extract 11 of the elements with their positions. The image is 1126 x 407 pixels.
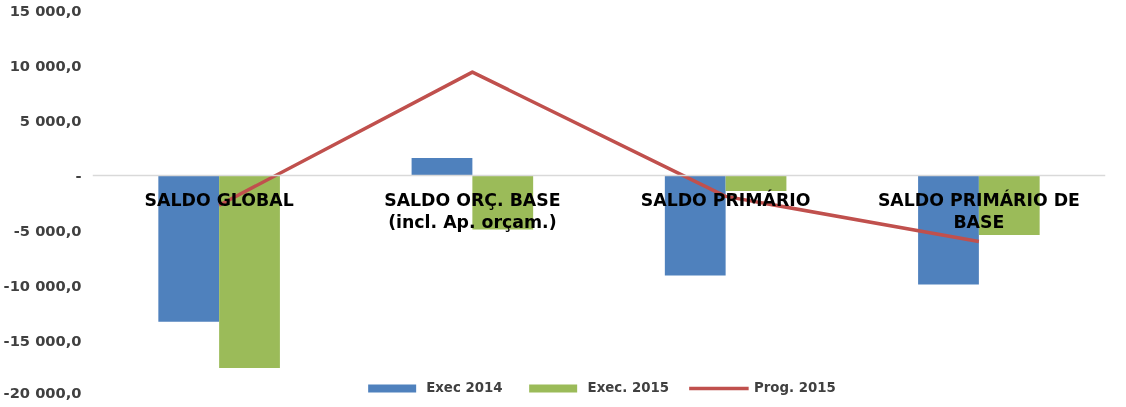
legend-label: Prog. 2015 <box>754 380 836 395</box>
y-tick-label: -20 000,0 <box>3 383 82 401</box>
y-tick-label: 10 000,0 <box>9 57 82 74</box>
legend-label: Exec. 2015 <box>587 380 669 395</box>
y-tick-label: -10 000,0 <box>3 277 82 294</box>
y-tick-label: 15 000,0 <box>9 2 82 19</box>
legend-label: Exec 2014 <box>426 380 503 395</box>
y-tick-label: -5 000,0 <box>13 222 82 239</box>
y-tick-label: 5 000,0 <box>19 112 82 129</box>
y-tick-label: -15 000,0 <box>3 332 82 349</box>
y-tick-label: - <box>75 167 82 184</box>
